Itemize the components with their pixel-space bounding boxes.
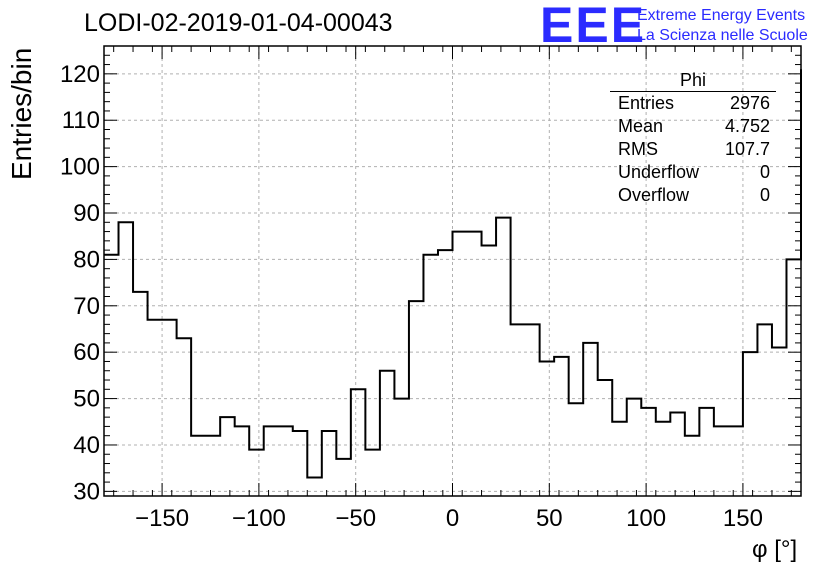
x-tick-label: 0: [446, 505, 459, 532]
stats-value: 0: [759, 185, 770, 205]
y-tick-label: 50: [73, 386, 100, 413]
stats-row-rms: RMS 107.7: [610, 138, 776, 161]
plot-frame: [103, 45, 802, 497]
stats-value: 4.752: [724, 116, 770, 136]
x-tick-label: −100: [232, 505, 286, 532]
x-tick-label: 50: [536, 505, 563, 532]
stats-title: Phi: [610, 70, 776, 92]
histogram-line: [104, 69, 802, 479]
y-tick-label: 100: [60, 154, 100, 181]
stats-value: 0: [759, 162, 770, 182]
x-axis-label: φ [°]: [752, 536, 798, 563]
y-tick-label: 90: [73, 200, 100, 227]
stats-key: Underflow: [618, 162, 700, 182]
x-tick-label: 100: [626, 505, 666, 532]
stats-value: 2976: [729, 93, 770, 113]
logo-caption: Extreme Energy Events La Scienza nelle S…: [637, 6, 808, 46]
stats-row-mean: Mean 4.752: [610, 115, 776, 138]
stats-row-overflow: Overflow 0: [610, 184, 776, 207]
y-tick-label: 80: [73, 246, 100, 273]
stats-key: Mean: [618, 116, 664, 136]
logo-line-2: La Scienza nelle Scuole: [637, 27, 808, 44]
stats-key: Entries: [618, 93, 675, 113]
x-tick-label: 150: [723, 505, 763, 532]
y-tick-label: 110: [62, 107, 100, 134]
y-tick-label: 40: [73, 432, 100, 459]
stats-box: Phi Entries 2976 Mean 4.752 RMS 107.7 Un…: [610, 70, 776, 207]
y-axis-label: Entries/bin: [6, 47, 37, 180]
y-tick-label: 60: [73, 339, 100, 366]
stats-key: RMS: [618, 139, 658, 159]
eee-logo: EEE: [540, 0, 647, 53]
chart-title: LODI-02-2019-01-04-00043: [84, 9, 393, 37]
stats-row-entries: Entries 2976: [610, 92, 776, 115]
stats-value: 107.7: [724, 139, 770, 159]
y-tick-label: 70: [73, 293, 100, 320]
y-tick-label: 120: [60, 61, 100, 88]
x-tick-label: −50: [335, 505, 376, 532]
logo-line-1: Extreme Energy Events: [637, 7, 806, 24]
y-tick-label: 30: [73, 478, 100, 505]
stats-row-underflow: Underflow 0: [610, 161, 776, 184]
x-tick-label: −150: [135, 505, 189, 532]
stats-key: Overflow: [618, 185, 690, 205]
